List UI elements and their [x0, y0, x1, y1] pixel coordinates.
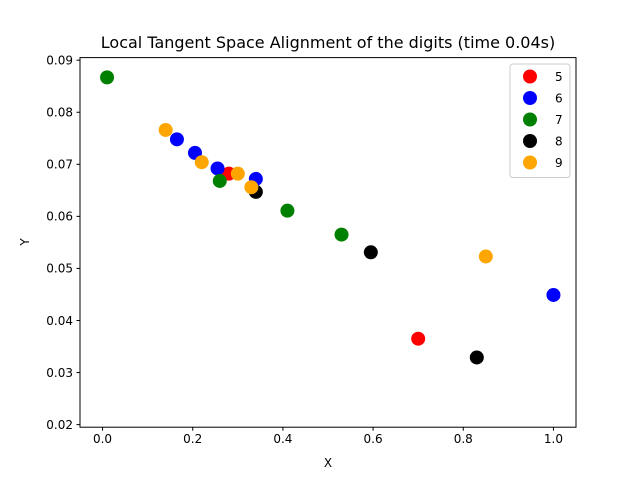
y-axis-label: Y [18, 238, 32, 247]
chart-title: Local Tangent Space Alignment of the dig… [101, 33, 555, 52]
data-point-digit-7 [280, 203, 295, 218]
y-tick-label: 0.05 [46, 262, 73, 276]
y-tick-label: 0.07 [46, 158, 73, 172]
y-tick-label: 0.04 [46, 314, 73, 328]
legend-marker [523, 134, 537, 148]
y-tick-label: 0.06 [46, 210, 73, 224]
data-point-digit-9 [244, 180, 259, 195]
legend-marker [523, 91, 537, 105]
data-point-digit-9 [230, 166, 245, 181]
data-point-digit-7 [212, 173, 227, 188]
legend: 5 6 7 8 9 [509, 63, 571, 178]
legend-label: 5 [555, 70, 563, 84]
data-point-digit-6 [546, 287, 561, 302]
data-point-digit-8 [469, 350, 484, 365]
legend-marker [523, 112, 537, 127]
legend-marker [523, 69, 537, 84]
data-points [100, 70, 561, 365]
data-point-digit-9 [194, 155, 209, 170]
x-axis-label: X [324, 456, 332, 470]
data-point-digit-7 [334, 227, 349, 242]
data-point-digit-6 [210, 161, 225, 176]
x-tick-label: 0.2 [183, 432, 202, 446]
x-tick-label: 1.0 [544, 432, 563, 446]
legend-box [509, 63, 571, 178]
data-point-digit-7 [100, 70, 115, 85]
data-point-digit-6 [169, 132, 184, 147]
legend-label: 7 [555, 113, 563, 127]
x-tick-label: 0.0 [93, 432, 112, 446]
data-point-digit-8 [363, 245, 378, 260]
legend-label: 8 [555, 135, 563, 149]
legend-label: 9 [555, 156, 563, 170]
y-tick-label: 0.03 [46, 366, 73, 380]
y-tick-label: 0.08 [46, 106, 73, 120]
y-tick-label: 0.02 [46, 418, 73, 432]
legend-label: 6 [555, 92, 563, 106]
data-point-digit-5 [411, 331, 426, 346]
axis-ticks: 0.0 0.2 0.4 0.6 0.8 1.0 0.02 0.03 0.04 0.05 0.06 0.… [46, 54, 563, 447]
x-tick-label: 0.4 [273, 432, 292, 446]
plot-area-frame [79, 57, 577, 428]
legend-marker [523, 155, 537, 170]
x-tick-label: 0.8 [454, 432, 473, 446]
x-tick-label: 0.6 [364, 432, 383, 446]
y-tick-label: 0.09 [46, 54, 73, 68]
data-point-digit-9 [478, 249, 493, 264]
data-point-digit-9 [158, 122, 173, 137]
